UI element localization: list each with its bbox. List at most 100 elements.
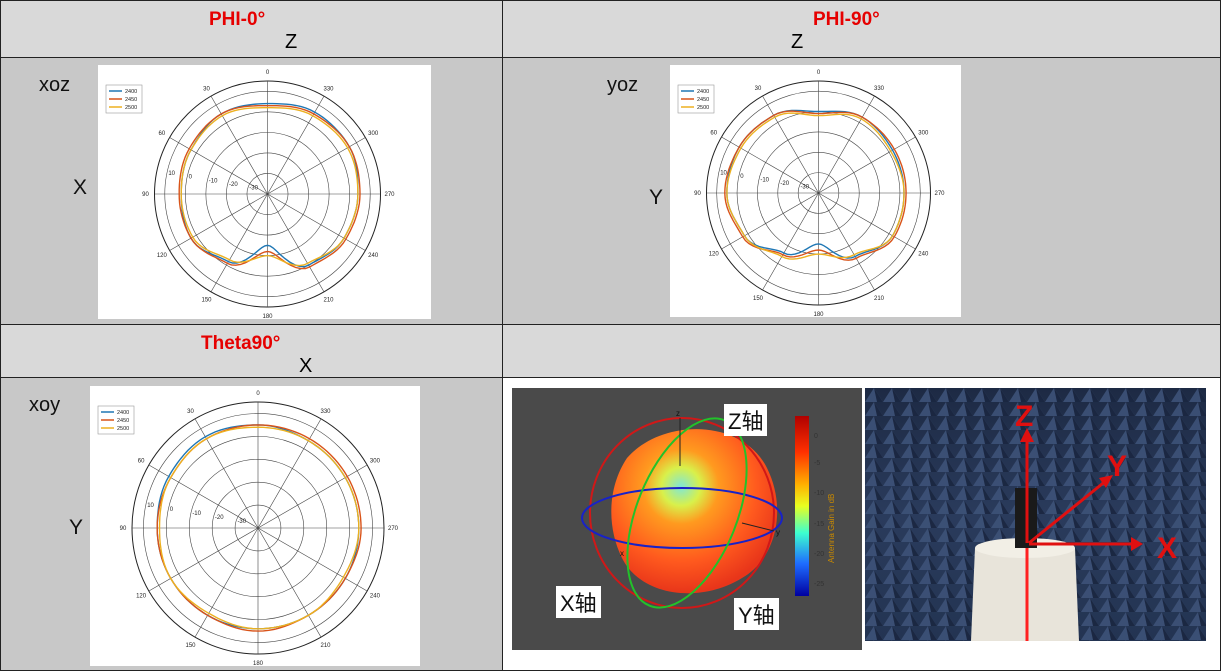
polar-chart-xoy: 0 30 60 90 120 150 180 210 240 270 300 330 10 0 -10 -20… <box>97 391 399 667</box>
legend: 2400 2450 2500 <box>677 84 715 114</box>
theta90-title: Theta90° <box>201 333 281 354</box>
angle-tick-label: 120 <box>157 253 168 259</box>
spoke <box>257 418 322 529</box>
polar-panel-yoz: 0 30 60 90 120 150 180 210 240 270 300 330 10 0 -10 -20… <box>670 65 961 318</box>
legend-label-2500: 2500 <box>697 105 709 111</box>
angle-tick-label: 300 <box>368 131 379 137</box>
pedestal <box>971 548 1079 641</box>
spoke <box>257 464 368 529</box>
spoke <box>721 192 819 250</box>
phi90-title: PHI-90° <box>813 9 880 30</box>
angle-tick-label: 270 <box>388 526 399 532</box>
radial-tick-label: -20 <box>780 181 789 187</box>
spoke <box>267 193 366 251</box>
plot-cell-yoz: yoz Y 0 30 60 90 120 150 180 210 240 270 300 330 10 0… <box>502 57 1221 325</box>
radial-tick-label: -30 <box>800 184 809 190</box>
legend-label-2400: 2400 <box>697 89 709 95</box>
photo-label-z: Z <box>1015 400 1033 433</box>
spoke <box>169 193 268 251</box>
radial-tick-label: -30 <box>249 185 258 191</box>
angle-tick-label: 60 <box>138 459 145 465</box>
legend-label-2500: 2500 <box>125 105 137 111</box>
legend-label-2450: 2450 <box>125 97 137 103</box>
angle-tick-label: 150 <box>185 643 196 649</box>
plane-label-xoy: xoy <box>29 394 61 416</box>
angle-tick-label: 240 <box>368 253 379 259</box>
legend-label-2450: 2450 <box>117 418 129 424</box>
ring-red <box>589 417 775 609</box>
angle-tick-label: 120 <box>709 252 720 258</box>
spoke <box>267 137 366 195</box>
spoke <box>169 137 268 195</box>
plot-cell-xoz: xoz X 0 30 60 90 120 150 180 210 240 270 300 330 10 0… <box>0 57 503 325</box>
angle-tick-label: 270 <box>934 191 945 197</box>
angle-tick-label: 90 <box>142 192 149 198</box>
header-cell-phi90: PHI-90° Z <box>502 0 1221 58</box>
photo-x-arrowhead <box>1131 537 1143 551</box>
angle-tick-label: 60 <box>159 131 166 137</box>
angle-tick-label: 330 <box>320 409 331 415</box>
spoke <box>148 527 259 592</box>
colorbar <box>795 416 809 596</box>
polar-chart-xoz: 0 30 60 90 120 150 180 210 240 270 300 330 10 0 -10 -20… <box>105 70 395 320</box>
angle-tick-label: 210 <box>323 298 334 304</box>
spoke <box>818 95 875 194</box>
colorbar-tick-0: 0 <box>814 433 818 440</box>
angle-tick-label: 210 <box>874 296 885 302</box>
phi0-axis-z: Z <box>285 31 298 53</box>
photo-y-arrowhead <box>1099 475 1113 488</box>
axis-x-small: x <box>620 549 624 558</box>
spoke <box>721 136 819 194</box>
spoke <box>194 418 259 529</box>
angle-tick-label: 240 <box>370 594 381 600</box>
photo-y-arrow <box>1028 478 1108 545</box>
radial-tick-label: 10 <box>168 171 175 177</box>
series-line-2450 <box>178 105 361 270</box>
side-label-x: X <box>73 176 88 199</box>
spoke <box>148 464 259 529</box>
legend: 2400 2450 2500 <box>105 84 143 114</box>
radial-tick-label: -20 <box>215 515 224 521</box>
radial-tick-label: -10 <box>209 178 218 184</box>
radial-tick-label: 10 <box>720 170 727 176</box>
spoke <box>762 192 819 291</box>
angle-tick-label: 330 <box>874 86 885 92</box>
y-axis-line <box>741 522 775 532</box>
angle-tick-label: 180 <box>813 312 824 317</box>
chamber-photo-graphic: Z Y X <box>865 388 1206 641</box>
spoke <box>194 527 259 638</box>
angle-tick-label: 180 <box>262 314 273 319</box>
legend-label-2400: 2400 <box>117 410 129 416</box>
spoke <box>818 136 916 194</box>
radial-tick-label: -30 <box>237 519 246 525</box>
angle-tick-label: 150 <box>753 296 764 302</box>
side-label-y-xoy: Y <box>69 516 84 539</box>
radial-tick-label: -20 <box>229 182 238 188</box>
radiation-pattern-surface <box>611 429 778 594</box>
axis-y-small: y <box>776 528 780 537</box>
series-line-2500 <box>180 107 359 267</box>
legend-label-2400: 2400 <box>125 89 137 95</box>
angle-tick-label: 300 <box>370 459 381 465</box>
label-y-axis: Y轴 <box>734 598 779 630</box>
legend-label-2500: 2500 <box>117 426 129 432</box>
axis-z-small: z <box>676 409 680 418</box>
plot-cell-xoy: xoy Y 0 30 60 90 120 150 180 210 240 270 300 330 10 0… <box>0 377 503 671</box>
series-line-2500 <box>726 112 905 260</box>
angle-tick-label: 0 <box>266 70 270 76</box>
polar-panel-xoz: 0 30 60 90 120 150 180 210 240 270 300 330 10 0 -10 -20… <box>98 65 431 320</box>
theta90-axis-x: X <box>299 355 313 377</box>
angle-tick-label: 150 <box>201 298 212 304</box>
colorbar-title: Antenna Gain in dB <box>827 494 836 563</box>
angle-tick-label: 120 <box>136 594 147 600</box>
angle-tick-label: 90 <box>120 526 127 532</box>
angle-tick-label: 210 <box>320 643 331 649</box>
colorbar-tick-25: -25 <box>814 581 825 588</box>
spoke <box>257 527 368 592</box>
colorbar-tick-20: -20 <box>814 551 825 558</box>
chamber-photo: Z Y X <box>865 388 1206 641</box>
angle-tick-label: 90 <box>694 191 701 197</box>
radial-tick-label: -10 <box>760 177 769 183</box>
spoke <box>210 95 268 195</box>
header-cell-empty <box>502 324 1221 378</box>
